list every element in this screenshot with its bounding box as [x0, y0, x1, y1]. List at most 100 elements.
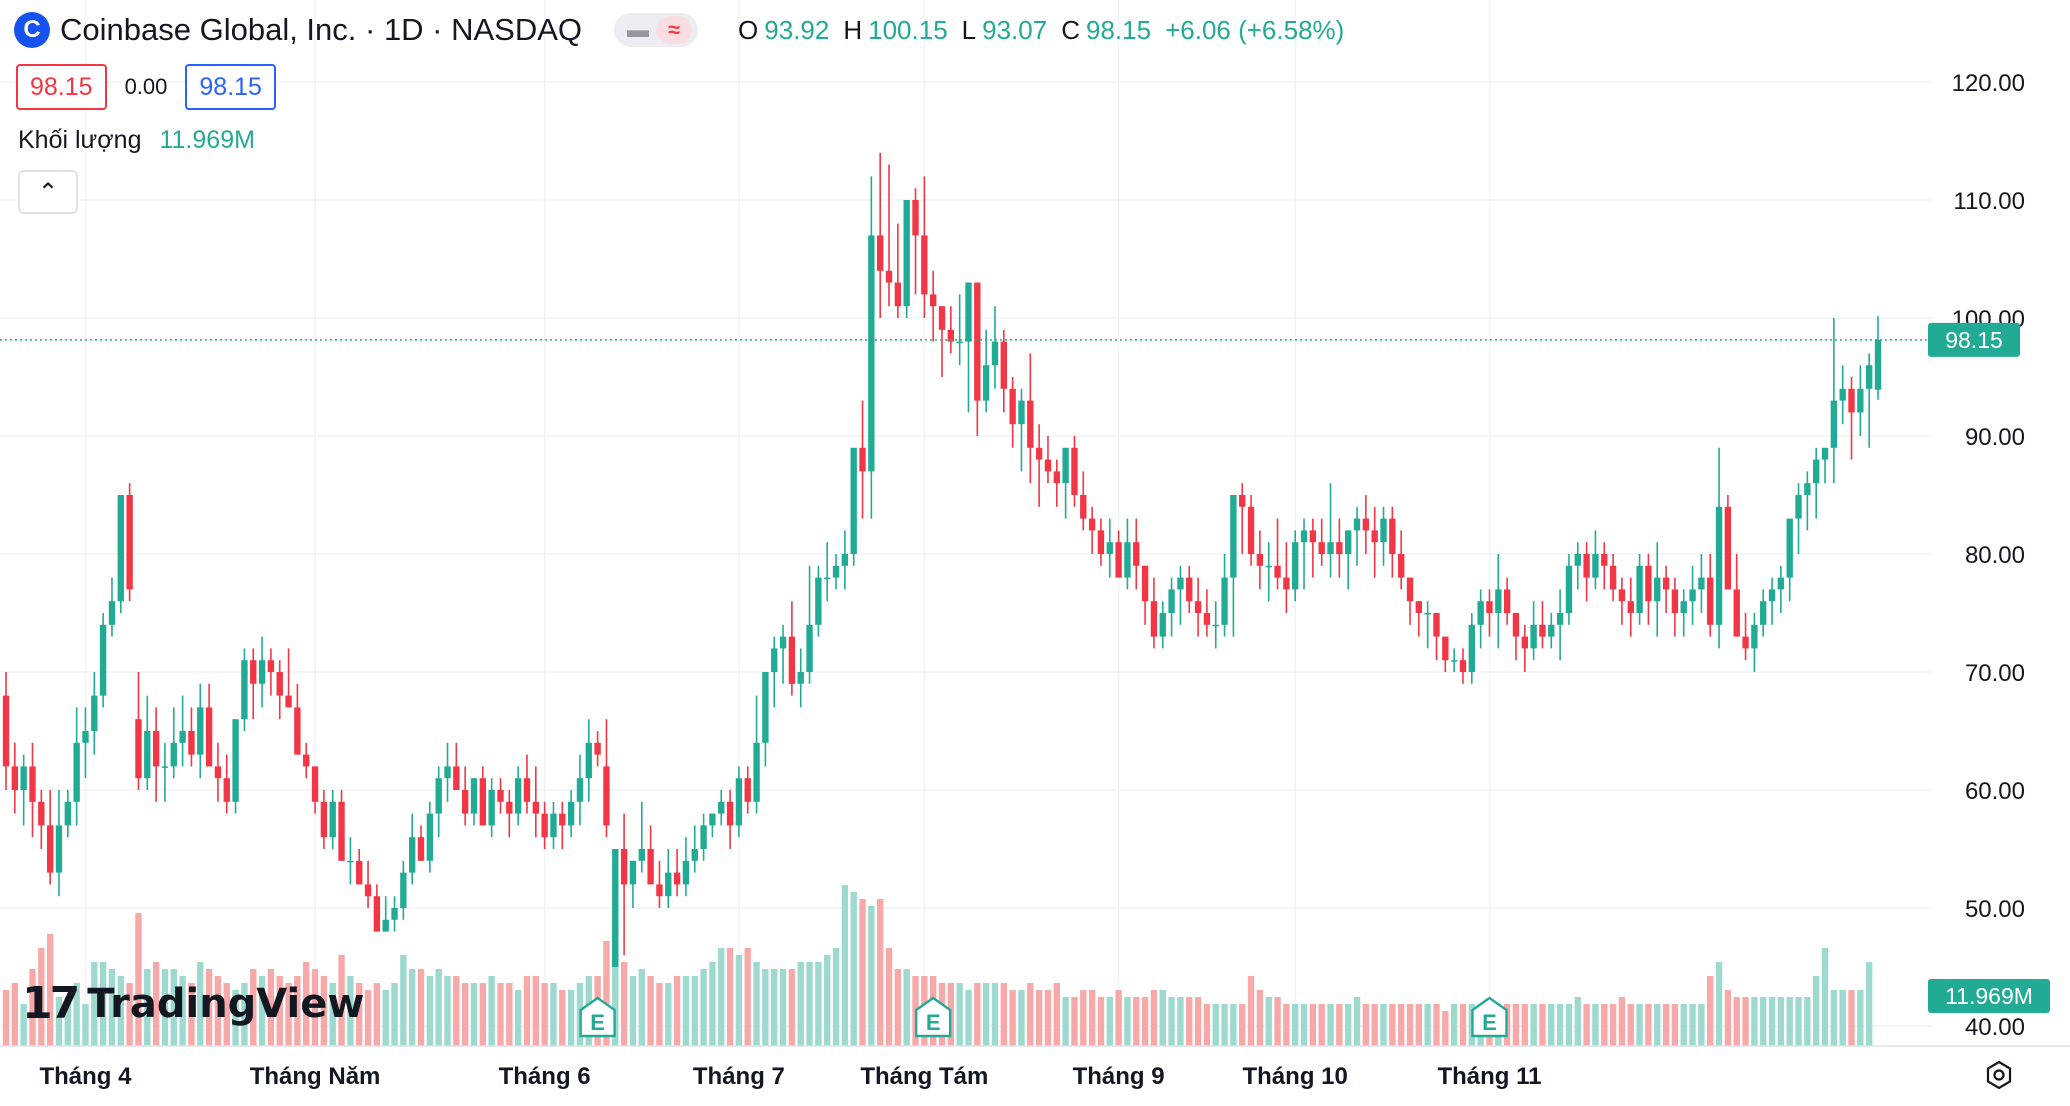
- sell-price-button[interactable]: 98.15: [16, 64, 107, 110]
- candle: [1336, 518, 1343, 578]
- candle: [788, 601, 796, 696]
- volume-bar: [1627, 1004, 1634, 1046]
- candle: [779, 624, 787, 684]
- candle-body: [373, 896, 381, 932]
- candle: [647, 825, 654, 885]
- minus-icon[interactable]: ▬: [627, 17, 650, 42]
- buy-price-button[interactable]: 98.15: [185, 64, 276, 110]
- candle-body: [665, 872, 672, 897]
- symbol-title[interactable]: Coinbase Global, Inc. · 1D · NASDAQ: [60, 12, 583, 47]
- volume-bar: [1574, 997, 1581, 1046]
- candle-body: [1203, 613, 1211, 625]
- time-tick-label: Tháng 9: [1073, 1063, 1165, 1090]
- close-value: 98.15: [1086, 14, 1152, 45]
- candle-body: [541, 813, 548, 838]
- time-axis[interactable]: Tháng 4 Tháng Năm Tháng 6 Tháng 7 Tháng Tám T…: [39, 1063, 1541, 1090]
- candle: [612, 849, 619, 967]
- candle: [453, 742, 460, 790]
- candle: [373, 884, 381, 932]
- volume-bar: [709, 962, 716, 1046]
- candle: [64, 790, 71, 838]
- volume-bar: [329, 983, 336, 1046]
- candle: [267, 648, 275, 696]
- candle: [126, 483, 133, 602]
- candle: [594, 731, 601, 767]
- candle: [559, 801, 566, 849]
- candle-body: [1080, 495, 1087, 519]
- candle: [797, 648, 804, 708]
- volume-bar: [744, 948, 751, 1046]
- earnings-marker[interactable]: E: [1471, 996, 1508, 1038]
- volume-bar: [991, 983, 999, 1046]
- candle: [1230, 495, 1237, 637]
- earnings-label: E: [926, 1010, 941, 1035]
- candle: [541, 801, 548, 849]
- earnings-marker[interactable]: E: [579, 996, 616, 1038]
- volume-bar: [1733, 997, 1740, 1046]
- volume-bar: [726, 948, 734, 1046]
- volume-bar: [1415, 1004, 1423, 1046]
- volume-bar: [55, 997, 63, 1046]
- candle: [356, 849, 363, 885]
- earnings-marker[interactable]: E: [914, 996, 952, 1038]
- candle: [258, 636, 266, 708]
- volume-bar: [1221, 1004, 1228, 1046]
- candle: [673, 849, 681, 897]
- collapse-legend-button[interactable]: ⌃: [18, 170, 78, 214]
- candle-body: [638, 849, 645, 861]
- tradingview-logo[interactable]: 17 TradingView: [22, 978, 364, 1029]
- earnings-label: E: [590, 1010, 605, 1035]
- candle-body: [912, 200, 919, 236]
- candle-body: [435, 778, 442, 814]
- candle: [771, 636, 778, 708]
- volume-bar: [11, 983, 19, 1046]
- volume-bar: [1707, 976, 1714, 1046]
- settings-icon[interactable]: [1982, 1058, 2016, 1092]
- candle-body: [753, 742, 760, 802]
- volume-value: 11.969M: [159, 126, 255, 154]
- volume-bar: [1027, 983, 1034, 1046]
- candle-body: [1751, 624, 1758, 649]
- candle: [1035, 424, 1043, 507]
- candle: [1141, 565, 1149, 625]
- candle: [1857, 365, 1864, 436]
- candle: [1371, 506, 1378, 578]
- volume-bar: [205, 969, 213, 1046]
- candle: [364, 860, 372, 908]
- price-axis[interactable]: 120.00110.00100.0090.0080.0070.0060.0050…: [1952, 70, 2025, 1041]
- price-tick-label: 90.00: [1965, 424, 2025, 451]
- candle-body: [338, 801, 345, 861]
- candle: [1027, 353, 1034, 484]
- time-tick-label: Tháng Năm: [250, 1063, 381, 1090]
- candle-body: [1671, 589, 1679, 613]
- price-tick-label: 110.00: [1953, 188, 2025, 215]
- volume-bar: [665, 983, 672, 1046]
- candle: [1406, 577, 1414, 625]
- volume-bar: [108, 969, 116, 1046]
- volume-bar: [1318, 1004, 1325, 1046]
- candle-body: [629, 860, 637, 885]
- candle: [382, 896, 389, 932]
- candle-body: [550, 813, 557, 838]
- volume-bar: [241, 983, 248, 1046]
- candle: [1539, 601, 1546, 649]
- candle-body: [11, 766, 19, 790]
- volume-bar: [550, 983, 557, 1046]
- volume-label[interactable]: Khối lượng: [18, 126, 142, 154]
- candle-body: [1733, 589, 1740, 637]
- spread-value: 0.00: [124, 74, 168, 99]
- candle-body: [1768, 589, 1776, 602]
- volume-bar: [29, 969, 36, 1046]
- volume-bar: [409, 969, 416, 1046]
- candle-body: [417, 837, 425, 861]
- candle-body: [974, 282, 981, 401]
- candle: [1450, 648, 1458, 672]
- candle-body: [991, 341, 999, 366]
- candle: [1760, 589, 1767, 637]
- candle-body: [815, 577, 822, 625]
- candle-body: [409, 837, 416, 873]
- candle: [73, 707, 80, 826]
- wave-icon[interactable]: ≈: [656, 16, 693, 44]
